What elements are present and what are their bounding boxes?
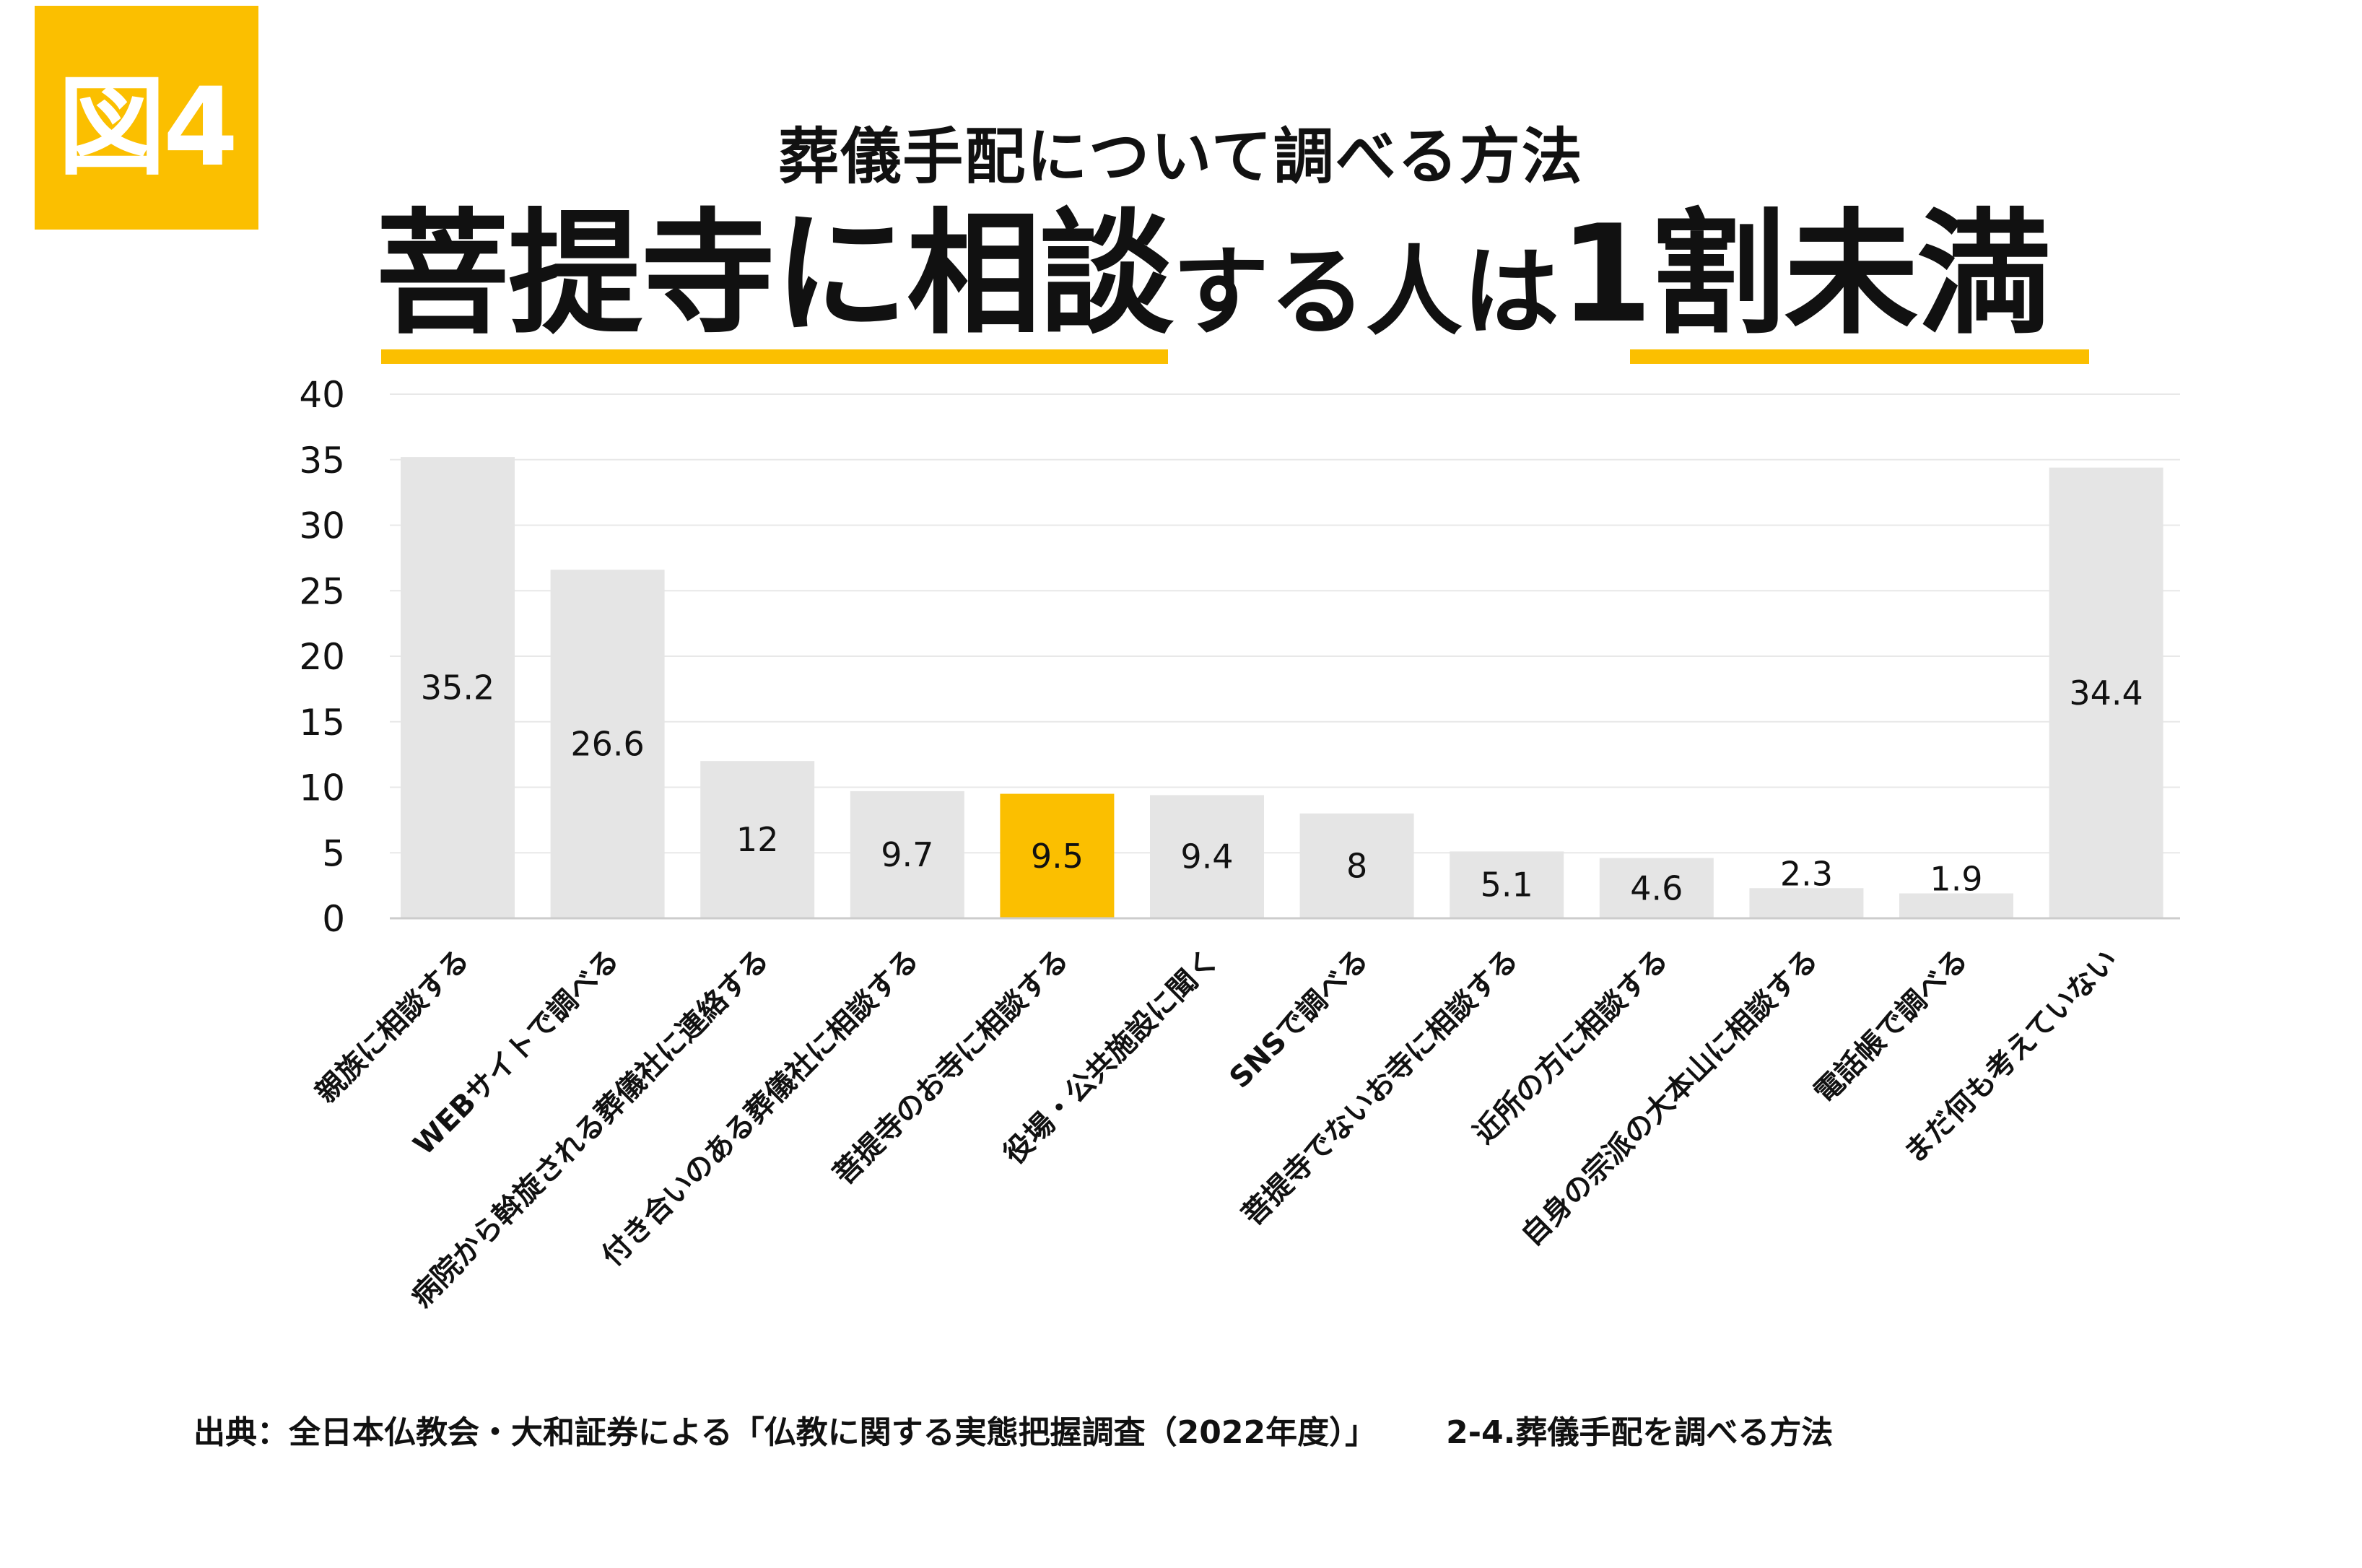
- bar: [700, 761, 815, 918]
- data-label: 9.7: [881, 835, 933, 874]
- data-label: 35.2: [421, 668, 494, 707]
- bar: [401, 457, 515, 918]
- source-text: 出典：全日本仏教会・大和証券による「仏教に関する実態把握調査（2022年度）」: [193, 1414, 1377, 1451]
- bar: [1299, 813, 1414, 918]
- bar: [850, 790, 964, 918]
- x-tick-label: SNSで調べる: [1224, 944, 1375, 1095]
- y-tick-label: 35: [299, 440, 345, 482]
- headline-part-3: 1割未満: [1559, 196, 2051, 352]
- y-tick-label: 0: [322, 898, 345, 940]
- bar: [1150, 795, 1264, 918]
- bar: [2049, 467, 2163, 918]
- headline: 菩提寺に相談 する人は 1割未満: [375, 196, 2051, 360]
- x-tick-label: 電話帳で調べる: [1808, 944, 1975, 1110]
- y-tick-label: 30: [299, 505, 345, 547]
- figure-number-badge: 図4: [35, 6, 258, 230]
- x-tick-label: 付き合いのある葬儀社に相談する: [596, 944, 925, 1273]
- bar: [1899, 893, 2013, 918]
- x-tick-label: 自身の宗派の大本山に相談する: [1515, 944, 1825, 1253]
- y-tick-label: 10: [299, 767, 345, 809]
- y-tick-label: 25: [299, 570, 345, 612]
- y-tick-label: 40: [299, 374, 345, 416]
- data-label: 12: [736, 820, 779, 859]
- data-label: 9.4: [1180, 837, 1233, 876]
- y-tick-label: 5: [322, 832, 345, 874]
- headline-underline-1: [381, 349, 1168, 364]
- data-label: 2.3: [1780, 854, 1833, 893]
- headline-part-1: 菩提寺に相談: [375, 196, 1174, 352]
- data-label: 34.4: [2069, 674, 2143, 713]
- x-tick-label: 菩提寺でないお寺に相談する: [1236, 944, 1525, 1232]
- data-label: 8: [1346, 846, 1367, 885]
- bar: [1000, 793, 1115, 918]
- data-label: 9.5: [1031, 837, 1084, 876]
- headline-underline-2: [1630, 349, 2089, 364]
- data-label: 26.6: [570, 725, 644, 764]
- data-label: 5.1: [1481, 866, 1533, 905]
- y-tick-label: 15: [299, 702, 345, 744]
- data-label: 1.9: [1930, 860, 1982, 899]
- bar: [1749, 888, 1864, 918]
- source-section: 2-4.葬儀手配を調べる方法: [1446, 1414, 1834, 1451]
- headline-part-2: する人は: [1172, 236, 1560, 349]
- y-tick-label: 20: [299, 636, 345, 678]
- data-label: 4.6: [1630, 868, 1683, 907]
- bar: [550, 570, 665, 918]
- chart-subtitle: 葬儀手配について調べる方法: [778, 121, 1584, 192]
- source-citation: 出典：全日本仏教会・大和証券による「仏教に関する実態把握調査（2022年度）」 2…: [193, 1406, 1833, 1452]
- x-tick-label: 親族に相談する: [310, 944, 476, 1110]
- bar: [1450, 851, 1564, 918]
- bar: [1599, 858, 1714, 918]
